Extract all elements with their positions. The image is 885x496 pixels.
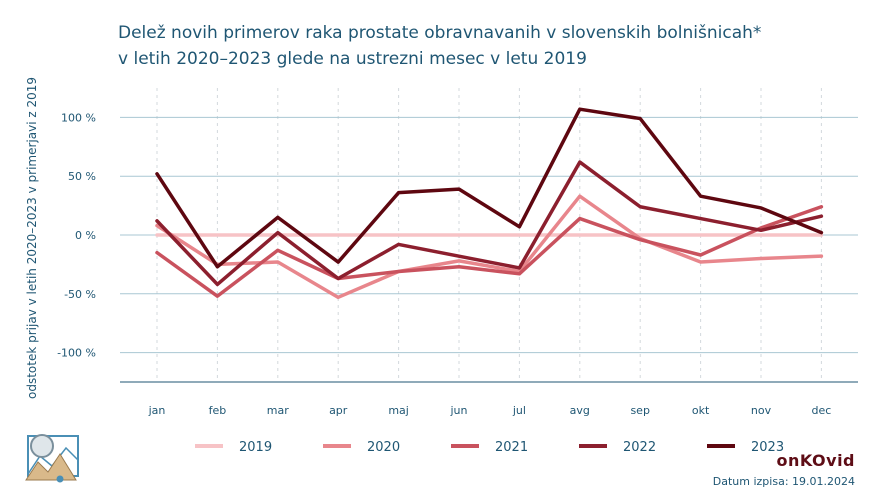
x-tick-label: apr <box>329 404 348 417</box>
y-tick-label: 100 % <box>61 111 96 124</box>
chart-title-line-1: Delež novih primerov raka prostate obrav… <box>118 23 762 43</box>
series-line-2020 <box>155 194 824 300</box>
x-tick-label: dec <box>811 404 831 417</box>
legend-label: 2021 <box>495 440 528 455</box>
onkovid-logo-icon <box>22 430 82 489</box>
y-tick-label: 50 % <box>68 170 96 183</box>
brand-label: onKOvid <box>776 451 855 470</box>
y-tick-label: 0 % <box>75 229 96 242</box>
series-line-2021 <box>155 205 824 298</box>
y-axis-label: odstotek prijav v letih 2020–2023 v prim… <box>25 77 39 399</box>
legend-label: 2023 <box>751 440 784 455</box>
x-tick-label: avg <box>570 404 590 417</box>
axes: 100 % 50 % 0 % -50 % -100 % jan feb mar apr maj ju… <box>25 77 858 417</box>
x-tick-label: mar <box>267 404 289 417</box>
legend: 2019 2020 2021 2022 2023 <box>195 440 784 455</box>
x-tick-label: nov <box>751 404 772 417</box>
chart-title: Delež novih primerov raka prostate obrav… <box>118 20 858 72</box>
series-line-2022 <box>155 160 824 287</box>
x-tick-label: okt <box>692 404 710 417</box>
x-tick-label: maj <box>388 404 409 417</box>
legend-label: 2022 <box>623 440 656 455</box>
chart-title-line-2: v letih 2020–2023 glede na ustrezni mese… <box>118 49 587 69</box>
y-tick-label: -50 % <box>64 288 96 301</box>
legend-label: 2019 <box>239 440 272 455</box>
x-tick-label: jun <box>450 404 468 417</box>
x-tick-label: jul <box>512 404 526 417</box>
x-tick-label: sep <box>630 404 649 417</box>
legend-label: 2020 <box>367 440 400 455</box>
x-tick-label: feb <box>209 404 227 417</box>
x-tick-label: jan <box>148 404 166 417</box>
y-tick-label: -100 % <box>57 347 96 360</box>
series-lines <box>155 107 824 300</box>
series-line-2023 <box>155 107 824 269</box>
print-date: Datum izpisa: 19.01.2024 <box>712 475 855 488</box>
